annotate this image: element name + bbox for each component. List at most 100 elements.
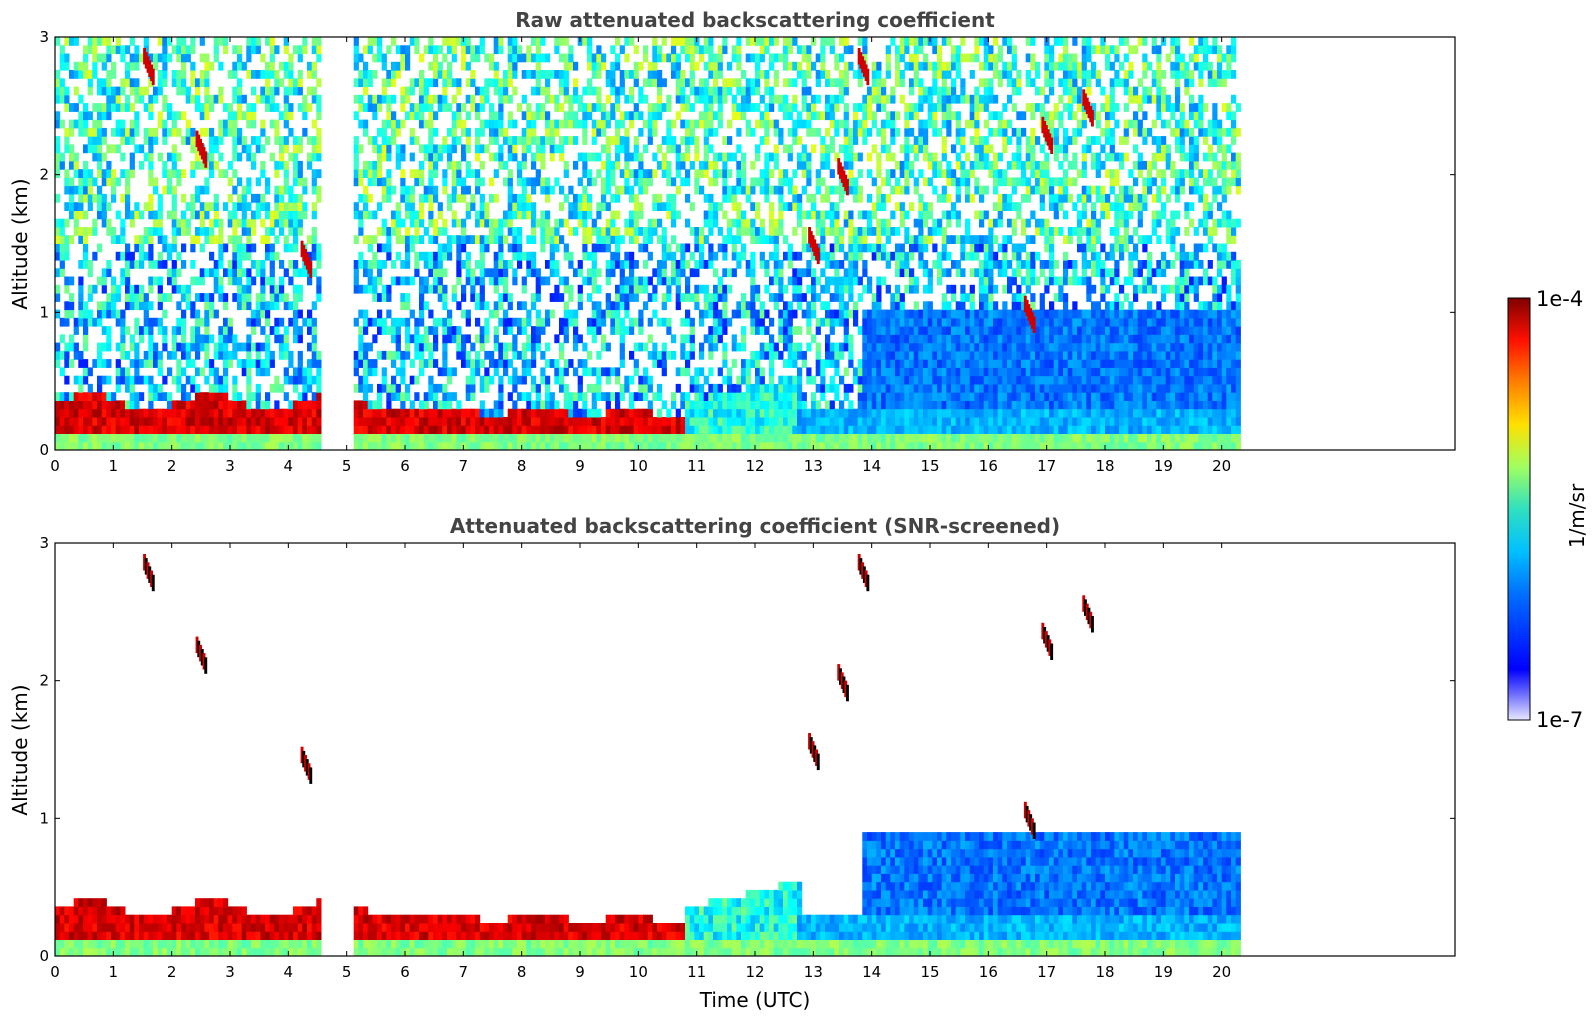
heatmap-cell xyxy=(419,70,425,79)
heatmap-cell xyxy=(106,94,112,104)
heatmap-cell xyxy=(540,86,546,96)
heatmap-cell xyxy=(288,433,294,443)
heatmap-cell xyxy=(428,268,434,278)
heatmap-cell xyxy=(204,400,210,410)
heatmap-cell xyxy=(246,152,252,162)
heatmap-cell xyxy=(311,375,317,385)
heatmap-cell xyxy=(78,392,84,401)
heatmap-cell xyxy=(101,284,107,294)
heatmap-cell xyxy=(685,317,691,327)
heatmap-cell xyxy=(475,235,481,244)
heatmap-cell xyxy=(638,243,644,253)
heatmap-cell xyxy=(251,160,257,170)
heatmap-cell xyxy=(237,127,243,137)
heatmap-cell xyxy=(269,86,275,96)
heatmap-cell xyxy=(395,210,401,220)
heatmap-cell xyxy=(171,441,177,451)
heatmap-cell xyxy=(55,408,61,418)
heatmap-cell xyxy=(797,136,803,145)
heatmap-cell xyxy=(181,227,187,236)
heatmap-cell xyxy=(134,441,140,451)
heatmap-cell xyxy=(559,408,565,418)
heatmap-cell xyxy=(549,433,555,443)
heatmap-cell xyxy=(498,293,504,302)
heatmap-cell xyxy=(456,86,462,96)
heatmap-cell xyxy=(713,309,719,319)
heatmap-cell xyxy=(461,243,467,253)
heatmap-cell xyxy=(451,53,457,63)
heatmap-cell xyxy=(811,61,817,71)
heatmap-cell xyxy=(624,70,630,79)
heatmap-cell xyxy=(563,251,569,261)
heatmap-cell xyxy=(848,350,854,360)
heatmap-cell xyxy=(381,425,387,434)
heatmap-cell xyxy=(717,417,723,426)
heatmap-cell xyxy=(545,193,551,203)
heatmap-cell xyxy=(503,309,509,319)
heatmap-cell xyxy=(811,276,817,286)
heatmap-cell xyxy=(148,260,154,269)
heatmap-cell xyxy=(736,260,742,269)
heatmap-cell xyxy=(97,144,103,154)
heatmap-cell xyxy=(493,235,499,244)
heatmap-cell xyxy=(395,119,401,129)
heatmap-cell xyxy=(587,193,593,203)
heatmap-cell xyxy=(647,119,653,129)
heatmap-cell xyxy=(727,119,733,129)
heatmap-cell xyxy=(479,268,485,278)
heatmap-cell xyxy=(652,417,658,426)
heatmap-cell xyxy=(736,210,742,220)
heatmap-cell xyxy=(498,350,504,360)
heatmap-cell xyxy=(531,400,537,410)
heatmap-cell xyxy=(400,417,406,426)
heatmap-cell xyxy=(699,78,705,88)
heatmap-cell xyxy=(750,433,756,443)
heatmap-cell xyxy=(741,177,747,187)
heatmap-cell xyxy=(685,53,691,63)
heatmap-cell xyxy=(255,383,261,393)
heatmap-cell xyxy=(87,260,93,269)
heatmap-cell xyxy=(134,425,140,434)
heatmap-cell xyxy=(591,136,597,145)
heatmap-cell xyxy=(199,103,205,112)
heatmap-cell xyxy=(293,400,299,410)
heatmap-cell xyxy=(582,136,588,145)
heatmap-cell xyxy=(181,441,187,451)
heatmap-cell xyxy=(666,317,672,327)
heatmap-cell xyxy=(671,136,677,145)
heatmap-cell xyxy=(675,70,681,79)
heatmap-cell xyxy=(260,284,266,294)
heatmap-cell xyxy=(475,260,481,269)
heatmap-cell xyxy=(783,400,789,410)
heatmap-cell xyxy=(377,144,383,154)
heatmap-cell xyxy=(260,202,266,211)
heatmap-cell xyxy=(241,400,247,410)
heatmap-cell xyxy=(545,210,551,220)
heatmap-cell xyxy=(377,160,383,170)
heatmap-cell xyxy=(297,334,303,344)
heatmap-cell xyxy=(685,284,691,294)
heatmap-cell xyxy=(801,103,807,112)
heatmap-cell xyxy=(451,284,457,294)
heatmap-cell xyxy=(619,185,625,195)
heatmap-cell xyxy=(115,251,121,261)
heatmap-cell xyxy=(358,284,364,294)
heatmap-cell xyxy=(269,260,275,269)
heatmap-cell xyxy=(470,45,476,55)
heatmap-cell xyxy=(367,342,373,352)
heatmap-cell xyxy=(255,193,261,203)
heatmap-cell xyxy=(717,53,723,63)
heatmap-cell xyxy=(783,37,789,46)
heatmap-cell xyxy=(633,70,639,79)
heatmap-cell xyxy=(279,61,285,71)
heatmap-cell xyxy=(129,119,135,129)
heatmap-cell xyxy=(521,193,527,203)
heatmap-cell xyxy=(736,78,742,88)
heatmap-cell xyxy=(853,433,859,443)
heatmap-cell xyxy=(223,127,229,137)
heatmap-cell xyxy=(619,70,625,79)
heatmap-cell xyxy=(806,169,812,178)
heatmap-cell xyxy=(755,86,761,96)
heatmap-cell xyxy=(405,417,411,426)
heatmap-cell xyxy=(769,169,775,178)
